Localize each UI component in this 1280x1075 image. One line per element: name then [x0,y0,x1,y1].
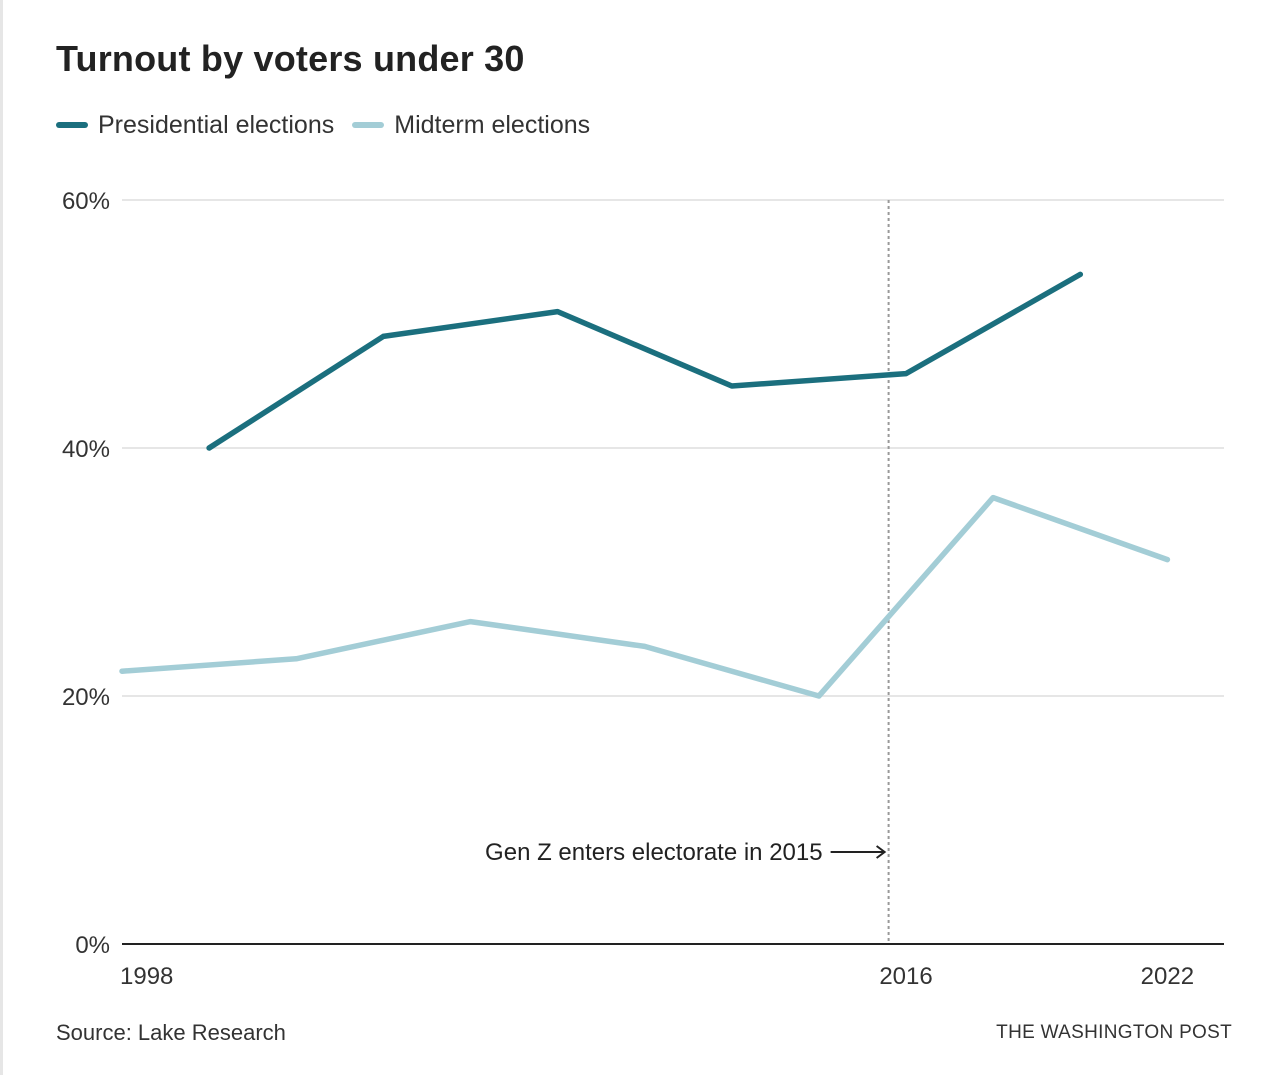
publisher-brand: THE WASHINGTON POST [996,1022,1232,1043]
legend-item-midterm: Midterm elections [352,111,590,140]
presidential-point [206,445,212,451]
chart-title: Turnout by voters under 30 [56,38,525,79]
y-tick-label: 20% [62,684,110,711]
presidential-point [729,383,735,389]
annotation-arrow-head [876,845,887,859]
presidential-line [206,271,1084,451]
gen-z-annotation-label: Gen Z enters electorate in 2015 [485,839,823,866]
legend-swatch-presidential [56,122,88,128]
midterm-point [1164,557,1170,563]
x-tick-label: 2016 [879,963,932,990]
legend-swatch-midterm [352,122,385,128]
midterm-point [990,495,996,501]
chart-legend: Presidential elections Midterm elections [56,108,608,142]
midterm-point [467,619,473,625]
y-tick-label: 40% [62,436,110,463]
legend-label-midterm: Midterm elections [394,110,591,139]
source-note: Source: Lake Research [56,1020,286,1045]
x-tick-label: 2022 [1141,963,1194,990]
legend-label-presidential: Presidential elections [98,110,335,139]
x-tick-label: 1998 [120,963,173,990]
midterm-point [816,693,822,699]
midterm-point [293,656,299,662]
presidential-point [555,309,561,315]
page-left-rule [0,0,3,1075]
presidential-point [380,333,386,339]
midterm-line [119,494,1171,699]
y-tick-label: 60% [62,188,110,215]
midterm-point [119,668,125,674]
y-tick-label: 0% [75,932,110,959]
presidential-point [1077,271,1083,277]
legend-item-presidential: Presidential elections [56,111,334,140]
presidential-point [903,371,909,377]
midterm-point [642,643,648,649]
